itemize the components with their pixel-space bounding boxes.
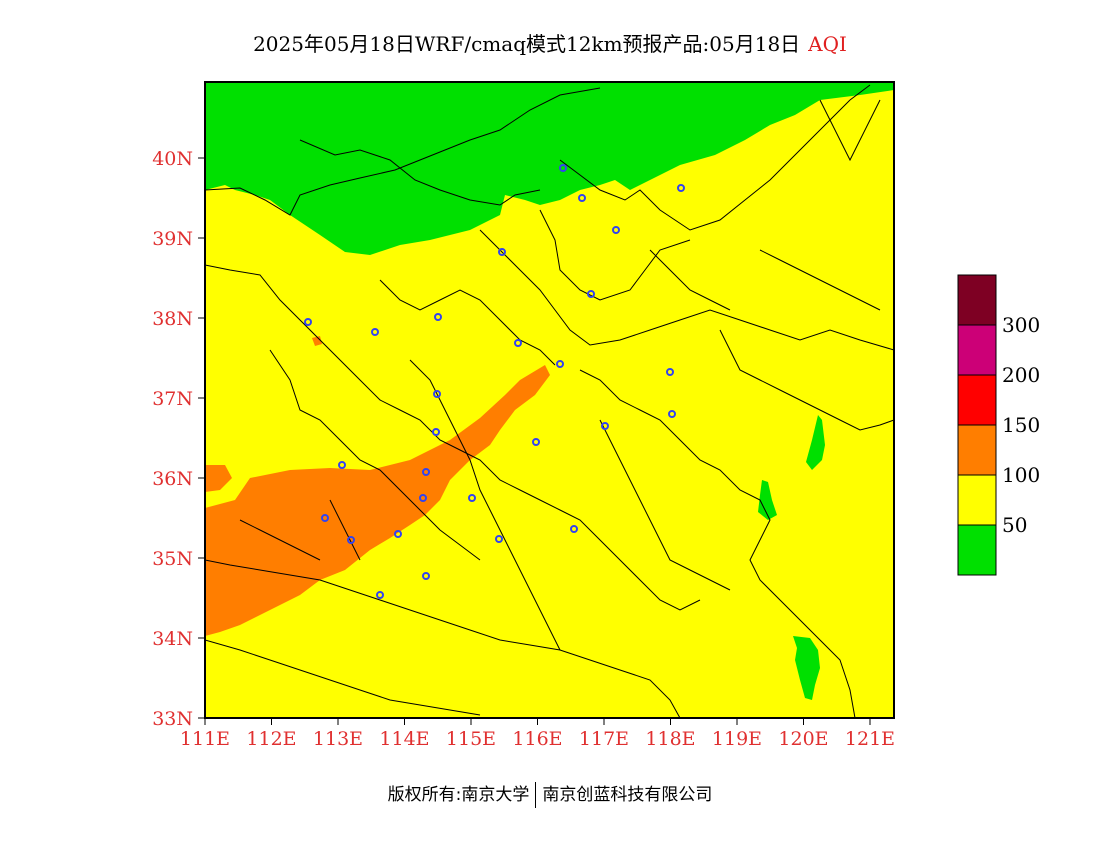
lat-label: 38N (152, 308, 193, 330)
city-marker (371, 328, 379, 336)
legend-swatch (957, 274, 997, 326)
legend-label: 50 (1002, 513, 1027, 537)
city-marker (432, 428, 440, 436)
legend-swatch (957, 324, 997, 376)
city-marker (570, 525, 578, 533)
aqi-good-patch (675, 82, 705, 105)
map-title: 2025年05月18日WRF/cmaq模式12km预报产品:05月18日 AQI (0, 28, 1100, 57)
aqi-good-region-north (205, 82, 894, 255)
admin-boundaries (205, 84, 894, 718)
lat-label: 39N (152, 228, 193, 250)
city-marker (666, 368, 674, 376)
city-marker (668, 410, 676, 418)
city-marker (304, 318, 312, 326)
aqi-good-patch-coast-1 (806, 415, 825, 470)
city-marker (498, 248, 506, 256)
aqi-good-patch-coast-3 (793, 636, 820, 700)
aqi-good-patch-coast-2 (758, 480, 777, 520)
city-marker (468, 494, 476, 502)
lat-label: 36N (152, 468, 193, 490)
aqi-usg-patch-west (205, 465, 232, 492)
lat-label: 37N (152, 388, 193, 410)
city-marker (376, 591, 384, 599)
city-marker (347, 536, 355, 544)
city-marker (394, 530, 402, 538)
city-marker (433, 390, 441, 398)
city-marker (422, 572, 430, 580)
longitude-axis: 111E 112E 113E 114E 115E 116E 117E 118E 119E 120E… (180, 718, 895, 750)
city-marker (422, 468, 430, 476)
lon-label: 120E (778, 728, 828, 750)
legend-label: 100 (1002, 463, 1040, 487)
title-variable: AQI (808, 32, 847, 56)
legend-label: 150 (1002, 413, 1040, 437)
lon-label: 117E (579, 728, 629, 750)
lat-label: 35N (152, 548, 193, 570)
aqi-legend: 50 100 150 200 300 (957, 274, 1040, 576)
city-marker (559, 164, 567, 172)
lon-label: 119E (712, 728, 762, 750)
city-marker (338, 461, 346, 469)
title-main: 2025年05月18日WRF/cmaq模式12km预报产品:05月18日 (253, 32, 801, 56)
city-marker (578, 194, 586, 202)
lon-label: 116E (512, 728, 562, 750)
city-marker (612, 226, 620, 234)
lat-label: 40N (152, 148, 193, 170)
map-frame (204, 81, 895, 719)
city-marker (514, 339, 522, 347)
city-marker (601, 422, 609, 430)
legend-swatch (957, 474, 997, 526)
city-marker (532, 438, 540, 446)
lon-label: 113E (313, 728, 363, 750)
legend-label: 200 (1002, 363, 1040, 387)
footer: 版权所有:南京大学 南京创蓝科技有限公司 (0, 780, 1100, 808)
legend-swatch (957, 374, 997, 426)
latitude-axis: 33N 34N 35N 36N 37N 38N 39N 40N (152, 148, 205, 730)
footer-separator (535, 782, 537, 808)
lon-label: 111E (180, 728, 230, 750)
lon-label: 121E (845, 728, 895, 750)
aqi-usg-patch-small (312, 336, 322, 346)
city-marker (419, 494, 427, 502)
map-area (205, 82, 894, 718)
lat-label: 33N (152, 708, 193, 730)
legend-label: 300 (1002, 313, 1040, 337)
lon-label: 118E (645, 728, 695, 750)
city-marker (677, 184, 685, 192)
city-marker (495, 535, 503, 543)
company-text: 南京创蓝科技有限公司 (542, 785, 713, 805)
city-markers (304, 164, 685, 599)
copyright-text: 版权所有:南京大学 (387, 785, 530, 805)
city-marker (556, 360, 564, 368)
lon-label: 114E (379, 728, 429, 750)
legend-swatch (957, 524, 997, 576)
lon-label: 112E (246, 728, 296, 750)
lon-label: 115E (446, 728, 496, 750)
city-marker (321, 514, 329, 522)
city-marker (587, 290, 595, 298)
city-marker (434, 313, 442, 321)
aqi-usg-band (205, 365, 550, 636)
legend-swatch (957, 424, 997, 476)
lat-label: 34N (152, 628, 193, 650)
